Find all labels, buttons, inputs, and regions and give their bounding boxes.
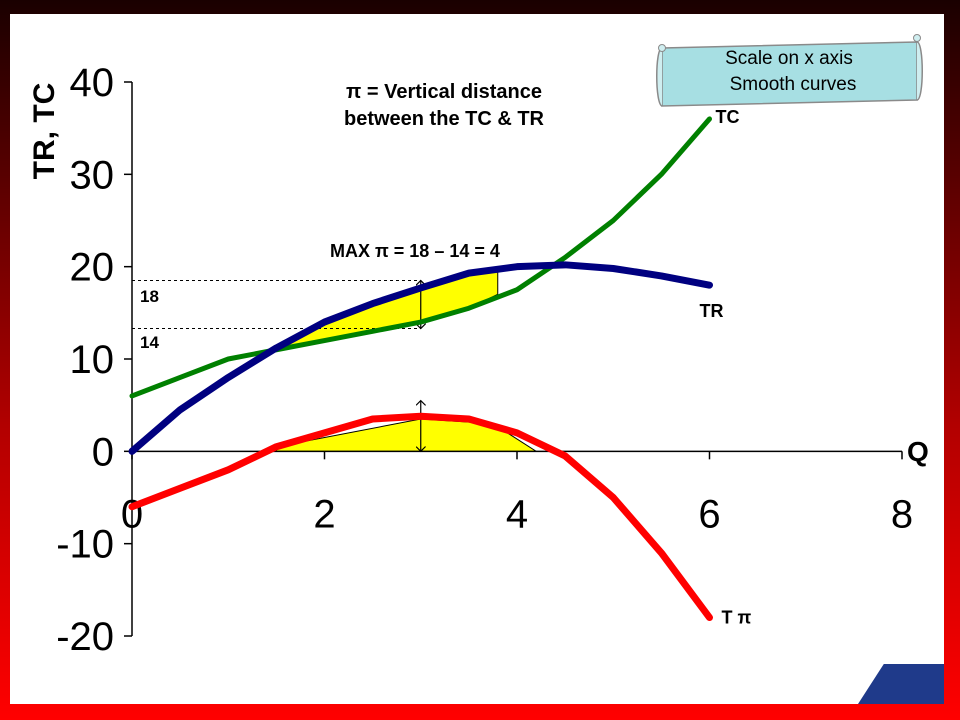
y-axis-label: TR, TC bbox=[28, 83, 61, 180]
y-tick-label: -10 bbox=[56, 523, 114, 567]
x-tick-label: 4 bbox=[506, 492, 528, 536]
series-line-tc bbox=[129, 116, 712, 399]
y-tick-label: 40 bbox=[70, 61, 115, 105]
x-tick-label: 6 bbox=[698, 492, 720, 536]
slide-canvas: 40 30 20 10 0 -10 -20 0 2 4 6 8 TR, TC Q π = Vertic… bbox=[10, 14, 944, 704]
series-label: TC bbox=[716, 107, 740, 127]
series-line-tr bbox=[128, 261, 713, 455]
series-layer bbox=[128, 116, 713, 622]
y-tick-label: 20 bbox=[70, 246, 115, 290]
y-tick-label: 30 bbox=[70, 153, 115, 197]
y-tick-label: 0 bbox=[92, 430, 114, 474]
series-label: TR bbox=[700, 301, 724, 321]
y-tick-label: -20 bbox=[56, 615, 114, 659]
x-tick-label: 8 bbox=[891, 492, 913, 536]
note-scroll: Scale on x axis Smooth curves bbox=[656, 34, 923, 107]
max-profit-annotation: MAX π = 18 – 14 = 4 bbox=[330, 241, 500, 261]
tr-level-label: 18 bbox=[140, 287, 159, 306]
series-line-t- bbox=[128, 412, 713, 622]
axes bbox=[131, 82, 902, 636]
note-line-2: Smooth curves bbox=[730, 74, 857, 95]
chart-title-line-2: between the TC & TR bbox=[344, 108, 545, 130]
series-label: T π bbox=[722, 608, 752, 628]
x-axis-label: Q bbox=[907, 436, 929, 467]
chart-title-line-1: π = Vertical distance bbox=[346, 81, 542, 103]
y-tick-label: 10 bbox=[70, 338, 115, 382]
x-tick-label: 2 bbox=[313, 492, 335, 536]
series-labels: TR TC T π bbox=[700, 107, 752, 628]
tc-level-label: 14 bbox=[140, 333, 159, 352]
x-tick-label: 0 bbox=[121, 492, 143, 536]
note-line-1: Scale on x axis bbox=[725, 48, 853, 69]
